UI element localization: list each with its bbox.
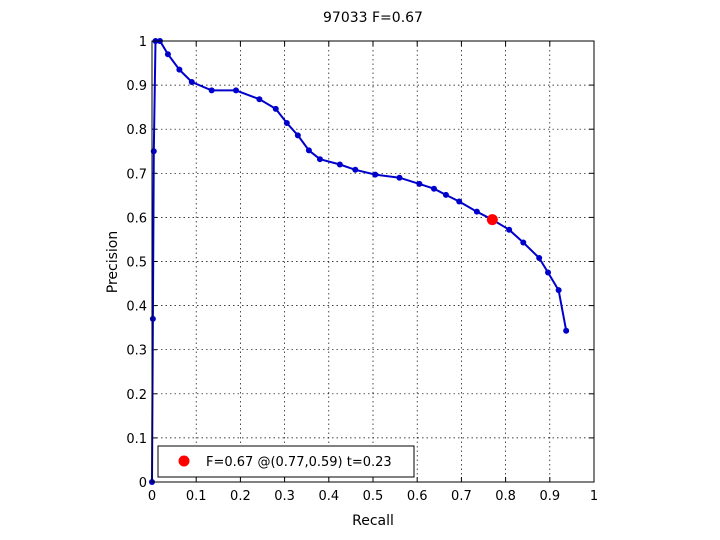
pr-data-point xyxy=(545,269,552,276)
y-tick-label: 0.4 xyxy=(126,300,147,315)
x-tick-label: 0.9 xyxy=(539,489,560,504)
pr-data-point xyxy=(456,198,463,205)
x-tick-label: 0 xyxy=(148,489,156,504)
y-tick-label: 0.3 xyxy=(126,344,147,359)
pr-data-point xyxy=(563,327,570,334)
y-tick-label: 0.8 xyxy=(126,123,147,138)
x-tick-label: 0.4 xyxy=(318,489,339,504)
pr-data-point xyxy=(149,315,156,322)
pr-data-point xyxy=(176,66,183,73)
legend-marker xyxy=(178,455,190,467)
pr-data-point xyxy=(305,147,312,154)
pr-data-point xyxy=(188,79,195,86)
y-tick-label: 0.9 xyxy=(126,79,147,94)
legend: F=0.67 @(0.77,0.59) t=0.23 xyxy=(157,445,415,478)
best-f-point xyxy=(486,214,498,226)
pr-data-point xyxy=(520,239,527,246)
pr-data-point xyxy=(294,132,301,139)
pr-data-point xyxy=(396,174,403,181)
x-tick-label: 0.7 xyxy=(451,489,472,504)
pr-data-point xyxy=(232,87,239,94)
x-tick-labels: 0 0.1 0.2 0.3 0.4 0.5 0.6 0.7 0.8 0.9 1 xyxy=(148,489,598,504)
pr-data-point xyxy=(272,105,279,112)
x-axis-label: Recall xyxy=(352,513,394,529)
pr-data-point xyxy=(536,254,543,261)
x-tick-label: 0.5 xyxy=(363,489,384,504)
y-axis-label: Precision xyxy=(105,231,121,293)
y-tick-label: 1 xyxy=(139,35,147,50)
pr-data-point xyxy=(430,185,437,192)
pr-data-point xyxy=(473,208,480,215)
axes-frame xyxy=(151,40,595,483)
legend-label: F=0.67 @(0.77,0.59) t=0.23 xyxy=(206,455,392,470)
pr-data-point xyxy=(352,166,359,173)
x-tick-label: 1 xyxy=(590,489,598,504)
x-tick-label: 0.2 xyxy=(230,489,251,504)
pr-data-point xyxy=(256,96,263,103)
y-tick-label: 0.6 xyxy=(126,211,147,226)
pr-curve-line xyxy=(151,40,568,483)
pr-data-point xyxy=(372,171,379,178)
pr-data-point xyxy=(442,191,449,198)
pr-data-point xyxy=(208,87,215,94)
pr-curve-points xyxy=(149,38,570,485)
pr-data-point xyxy=(336,161,343,168)
x-tick-label: 0.6 xyxy=(407,489,428,504)
chart-title: 97033 F=0.67 xyxy=(323,10,423,26)
pr-data-point xyxy=(416,180,423,187)
y-tick-label: 0 xyxy=(139,476,147,491)
legend-box xyxy=(157,445,415,478)
pr-data-point xyxy=(316,156,323,163)
pr-data-point xyxy=(283,120,290,127)
y-tick-label: 0.7 xyxy=(126,167,147,182)
x-tick-label: 0.1 xyxy=(186,489,207,504)
y-tick-label: 0.5 xyxy=(126,256,147,271)
x-tick-label: 0.8 xyxy=(495,489,516,504)
x-tick-label: 0.3 xyxy=(274,489,295,504)
y-tick-label: 0.1 xyxy=(126,432,147,447)
pr-data-point xyxy=(506,226,513,233)
y-tick-labels: 0 0.1 0.2 0.3 0.4 0.5 0.6 0.7 0.8 0.9 1 xyxy=(126,35,147,491)
pr-data-point xyxy=(164,51,171,58)
pr-data-point xyxy=(555,287,562,294)
y-tick-label: 0.2 xyxy=(126,388,147,403)
